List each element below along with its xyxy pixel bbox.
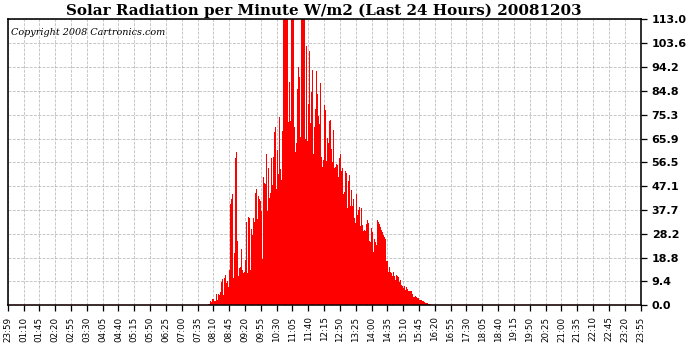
Text: Copyright 2008 Cartronics.com: Copyright 2008 Cartronics.com [11, 28, 165, 37]
Title: Solar Radiation per Minute W/m2 (Last 24 Hours) 20081203: Solar Radiation per Minute W/m2 (Last 24… [66, 3, 582, 18]
